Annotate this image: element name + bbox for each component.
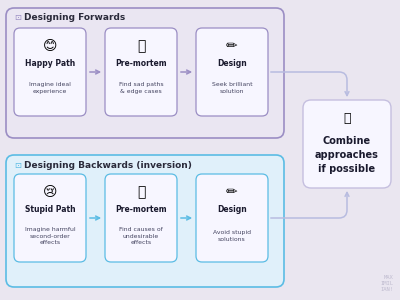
- Text: Design: Design: [217, 206, 247, 214]
- Text: Imagine ideal
experience: Imagine ideal experience: [29, 82, 71, 94]
- Text: Designing Forwards: Designing Forwards: [24, 14, 125, 22]
- Text: 🤔: 🤔: [137, 185, 145, 199]
- Text: Combine
approaches
if possible: Combine approaches if possible: [315, 136, 379, 174]
- Text: Find causes of
undesirable
effects: Find causes of undesirable effects: [119, 227, 163, 245]
- Text: Find sad paths
& edge cases: Find sad paths & edge cases: [119, 82, 163, 94]
- Text: ⊡: ⊡: [14, 14, 21, 22]
- Text: Avoid stupid
solutions: Avoid stupid solutions: [213, 230, 251, 242]
- Text: ✏️: ✏️: [226, 39, 238, 53]
- Text: Designing Backwards (inversion): Designing Backwards (inversion): [24, 160, 192, 169]
- Text: Seek brilliant
solution: Seek brilliant solution: [212, 82, 252, 94]
- FancyBboxPatch shape: [105, 174, 177, 262]
- FancyBboxPatch shape: [6, 155, 284, 287]
- Text: Design: Design: [217, 59, 247, 68]
- Text: ⊡: ⊡: [14, 160, 21, 169]
- FancyBboxPatch shape: [196, 174, 268, 262]
- FancyBboxPatch shape: [14, 174, 86, 262]
- Text: Imagine harmful
second-order
effects: Imagine harmful second-order effects: [25, 227, 75, 245]
- Text: Pre-mortem: Pre-mortem: [115, 59, 167, 68]
- Text: 🤔: 🤔: [137, 39, 145, 53]
- Text: 🔄: 🔄: [343, 112, 351, 124]
- Text: Stupid Path: Stupid Path: [25, 206, 75, 214]
- FancyBboxPatch shape: [303, 100, 391, 188]
- Text: Pre-mortem: Pre-mortem: [115, 206, 167, 214]
- FancyBboxPatch shape: [14, 28, 86, 116]
- Text: MAX
IMIL
IAN!: MAX IMIL IAN!: [380, 275, 393, 292]
- Text: 😊: 😊: [43, 39, 57, 53]
- Text: ✏️: ✏️: [226, 185, 238, 199]
- Text: 😢: 😢: [43, 185, 57, 199]
- FancyBboxPatch shape: [105, 28, 177, 116]
- FancyBboxPatch shape: [6, 8, 284, 138]
- Text: Happy Path: Happy Path: [25, 59, 75, 68]
- FancyBboxPatch shape: [196, 28, 268, 116]
